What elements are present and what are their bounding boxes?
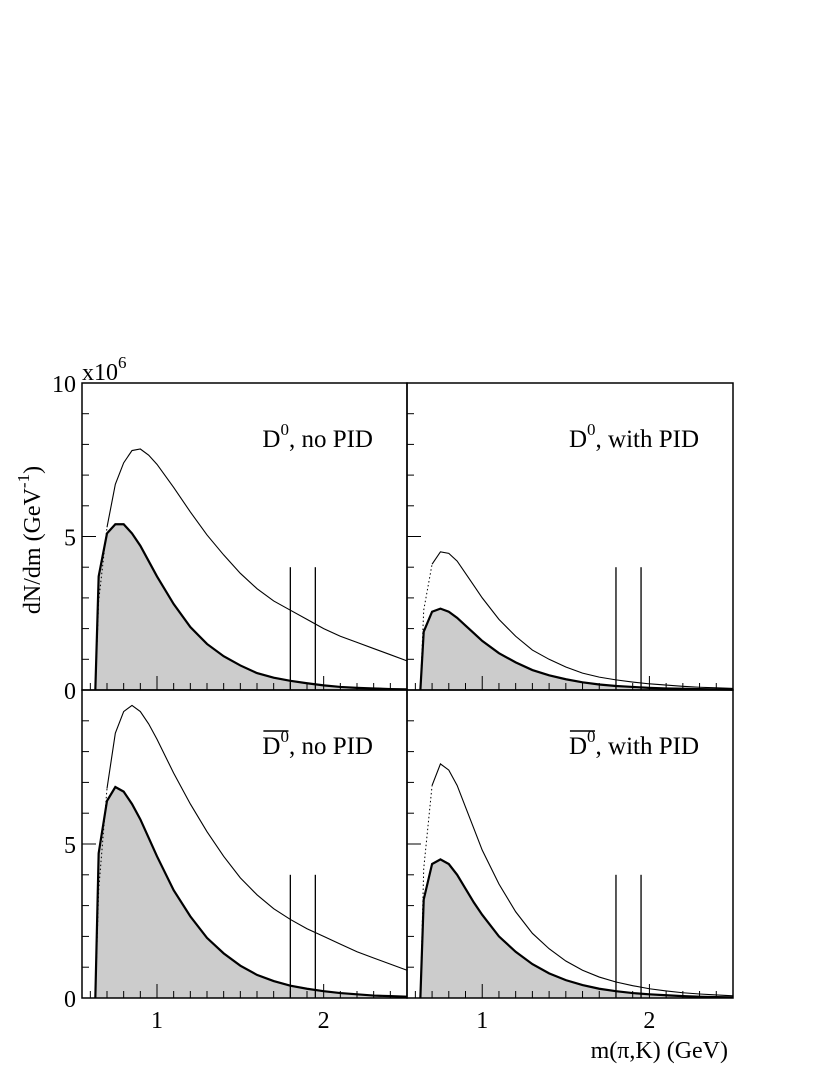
outline-curve-line [106,448,408,662]
panel-label-particle: D [262,426,280,453]
panel-label-text: , with PID [596,733,699,760]
filled-area [95,787,407,998]
x-axis-label: m(π,K) (GeV) [591,1038,728,1064]
panel-label-particle: D [569,733,587,760]
y-axis-label-main: dN/dm (GeV [20,487,46,614]
panel-label-superscript: 0 [280,420,289,439]
y-multiplier: x106 [82,353,127,386]
filled-curve-line [419,858,734,999]
y-axis-label: dN/dm (GeV-1) [14,466,46,614]
y-tick-label: 5 [64,833,76,859]
filled-area [420,859,733,998]
x-tick-label: 2 [318,1008,330,1034]
filled-area [420,608,733,690]
y-multiplier-exponent: 6 [118,353,127,372]
outline-curve-line [106,704,408,971]
y-tick-label: 10 [52,372,76,398]
panel-label: D0, no PID [262,420,373,453]
y-multiplier-base: x10 [82,360,118,386]
panel-label-text: , with PID [596,426,699,453]
outline-curve-rise [419,785,433,999]
outline-curve-line [431,551,734,690]
y-tick-label: 0 [64,987,76,1013]
panel-label: D0, with PID [569,727,699,760]
filled-area [95,524,407,690]
panel-2: D0, with PID [406,382,734,691]
panel-label-particle: D [569,426,587,453]
panel-3: 051 2D0, no PID [64,689,408,1034]
filled-curve-line [419,607,734,691]
outline-curve-rise [94,527,108,691]
panel-label: D0, with PID [569,420,699,453]
y-tick-label: 5 [64,526,76,552]
x-tick-label: 1 [476,1008,488,1034]
panel-label: D0, no PID [262,727,373,760]
filled-curve-line [94,523,408,691]
panel-label-text: , no PID [289,733,373,760]
outline-curve-line [431,763,734,997]
panel-label-particle: D [262,733,280,760]
y-axis-label-close: ) [20,466,46,474]
panel-label-superscript: 0 [587,727,596,746]
panel-4: 1 2 D0, with PID [406,689,734,1034]
panel-label-superscript: 0 [587,420,596,439]
y-tick-label: 0 [64,679,76,705]
x-tick-label: 1 [151,1008,163,1034]
y-axis-label-exponent: -1 [14,474,33,488]
panel-label-text: , no PID [289,426,373,453]
filled-curve-line [94,785,408,999]
x-tick-label: 2 [643,1008,655,1034]
panel-label-superscript: 0 [280,727,289,746]
